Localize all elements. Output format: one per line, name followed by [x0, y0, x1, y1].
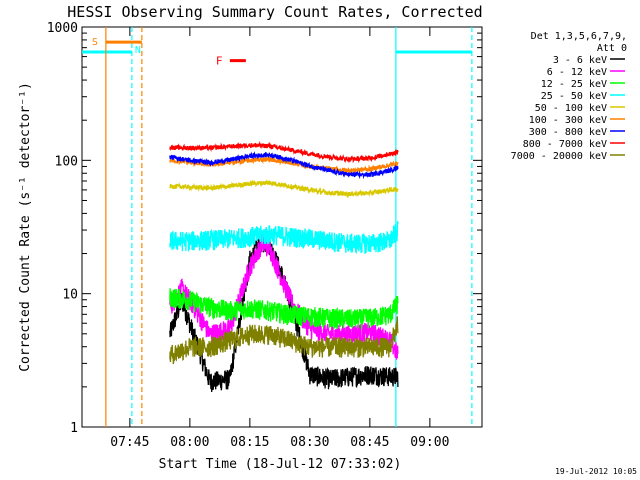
legend-header: Att 0	[597, 43, 627, 54]
series-line	[169, 235, 399, 360]
series-line	[169, 288, 399, 330]
legend-entry: 7000 - 20000 keV	[511, 151, 607, 162]
legend-entry: 300 - 800 keV	[529, 127, 607, 138]
legend-entry: 800 - 7000 keV	[523, 139, 607, 150]
y-tick-label: 1000	[47, 21, 78, 36]
y-axis: 1 10 100 1000	[47, 21, 482, 436]
series-group	[169, 140, 399, 393]
x-axis-label: Start Time (18-Jul-12 07:33:02)	[159, 457, 402, 472]
flare-label: F	[216, 55, 223, 68]
legend-entry: 100 - 300 keV	[529, 115, 607, 126]
series-line	[169, 316, 399, 365]
series-line	[169, 221, 399, 255]
x-axis: 07:45 08:00 08:15 08:30 08:45 09:00	[110, 27, 449, 450]
series-line	[169, 179, 399, 199]
legend-entry: 6 - 12 keV	[547, 67, 607, 78]
x-tick-label: 08:00	[170, 435, 209, 450]
annotations: S N F	[82, 27, 473, 427]
plot-frame	[81, 26, 483, 428]
night-label: N	[135, 45, 141, 56]
x-tick-label: 08:45	[350, 435, 389, 450]
legend-entry: 3 - 6 keV	[553, 55, 607, 66]
legend-header: Det 1,3,5,6,7,9,	[531, 31, 627, 42]
y-tick-label: 10	[62, 288, 78, 303]
y-tick-label: 100	[55, 154, 78, 169]
y-tick-label: 1	[70, 421, 78, 436]
plot-area: 1 10 100 1000 07:45 08:00 08:15 08:30 08:45 09:00…	[47, 21, 483, 450]
x-tick-label: 07:45	[110, 435, 149, 450]
x-tick-label: 09:00	[410, 435, 449, 450]
legend-entry: 50 - 100 keV	[535, 103, 607, 114]
chart-title: HESSI Observing Summary Count Rates, Cor…	[67, 3, 482, 21]
series-line	[169, 151, 399, 180]
legend-entry: 12 - 25 keV	[541, 79, 607, 90]
timestamp: 19-Jul-2012 10:05	[555, 467, 637, 476]
y-axis-label: Corrected Count Rate (s⁻¹ detector⁻¹)	[18, 82, 33, 372]
series-line	[169, 140, 399, 164]
x-tick-label: 08:30	[290, 435, 329, 450]
saa-label: S	[92, 37, 98, 48]
legend-entry: 25 - 50 keV	[541, 91, 607, 102]
x-tick-label: 08:15	[230, 435, 269, 450]
